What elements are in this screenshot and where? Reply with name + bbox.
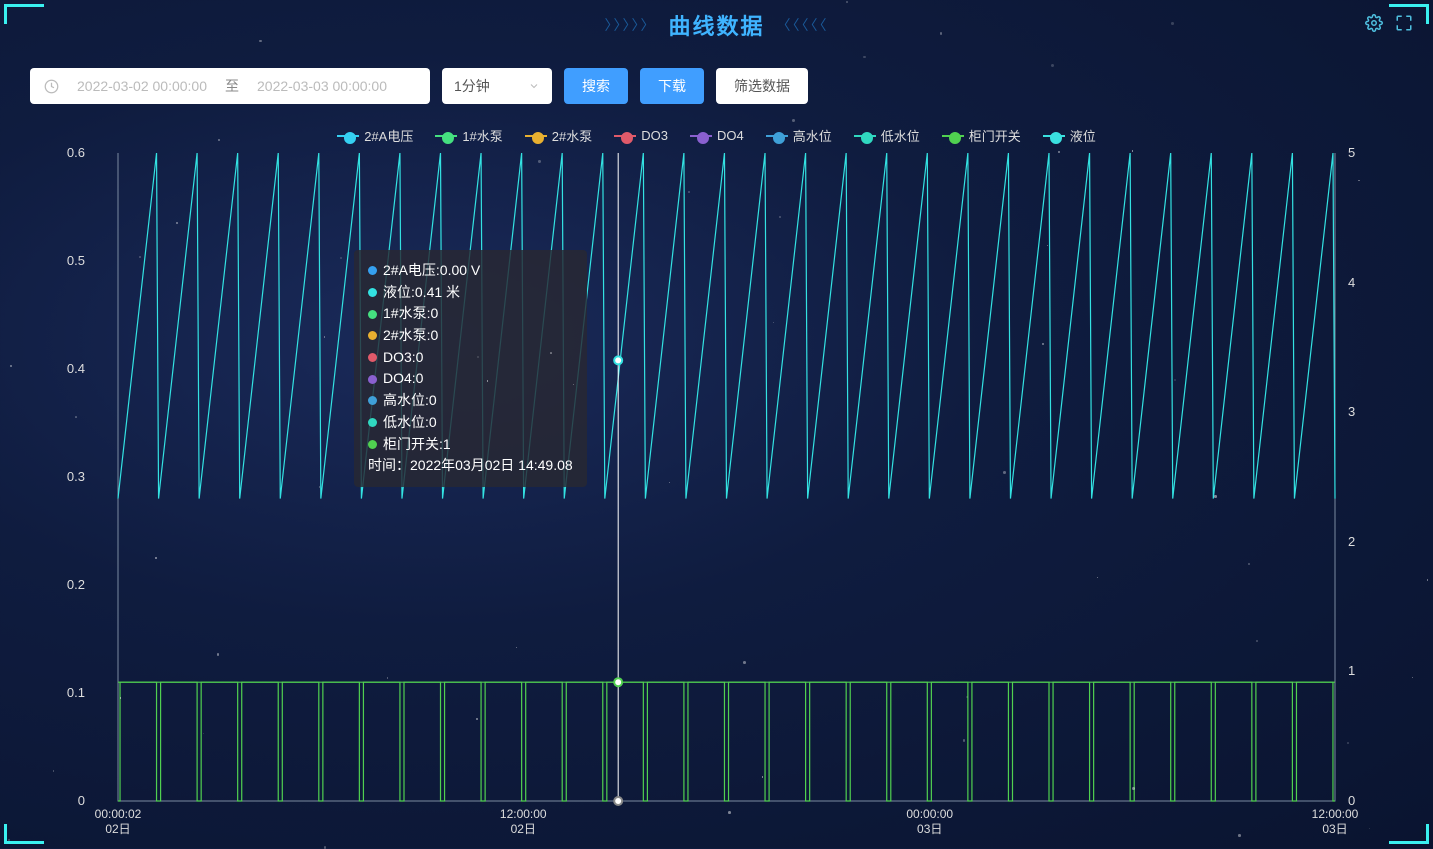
legend-label: 1#水泵 <box>462 126 502 145</box>
legend-item[interactable]: 高水位 <box>766 126 832 145</box>
legend-item[interactable]: 柜门开关 <box>942 126 1021 145</box>
tooltip-row: 低水位:0 <box>368 412 573 434</box>
x-tick: 12:00:0002日 <box>500 807 547 838</box>
tooltip-row: 柜门开关:1 <box>368 434 573 456</box>
interval-select[interactable]: 1分钟 <box>442 68 552 104</box>
legend-item[interactable]: 低水位 <box>854 126 920 145</box>
legend-item[interactable]: 2#水泵 <box>525 126 592 145</box>
date-to: 2022-03-03 00:00:00 <box>257 78 387 94</box>
x-tick: 00:00:0202日 <box>95 807 142 838</box>
legend-item[interactable]: 液位 <box>1043 126 1096 145</box>
filter-button[interactable]: 筛选数据 <box>716 68 808 104</box>
legend-label: DO4 <box>717 128 744 143</box>
x-tick: 12:00:0003日 <box>1312 807 1359 838</box>
legend-item[interactable]: 2#A电压 <box>337 126 413 145</box>
tooltip-row: 2#A电压:0.00 V <box>368 260 573 282</box>
legend-label: 柜门开关 <box>969 126 1021 145</box>
chart-tooltip: 2#A电压:0.00 V液位:0.41 米1#水泵:02#水泵:0DO3:0DO… <box>354 250 587 487</box>
page-header: 〉〉〉〉〉 曲线数据 〈〈〈〈〈 <box>0 0 1433 50</box>
gear-icon[interactable] <box>1365 14 1383 32</box>
legend-label: DO3 <box>641 128 668 143</box>
date-range-picker[interactable]: 2022-03-02 00:00:00 至 2022-03-03 00:00:0… <box>30 68 430 104</box>
page-title: 曲线数据 <box>668 9 764 41</box>
chart-legend: 2#A电压 1#水泵 2#水泵 DO3 DO4 高水位 低水位 柜门开关 液位 <box>30 122 1403 153</box>
toolbar: 2022-03-02 00:00:00 至 2022-03-03 00:00:0… <box>0 50 1433 122</box>
fullscreen-icon[interactable] <box>1395 14 1413 32</box>
legend-label: 2#水泵 <box>552 126 592 145</box>
legend-item[interactable]: DO3 <box>614 126 668 145</box>
tooltip-row: 高水位:0 <box>368 390 573 412</box>
legend-label: 液位 <box>1070 126 1096 145</box>
search-button[interactable]: 搜索 <box>564 68 628 104</box>
chevron-down-icon <box>528 80 540 92</box>
legend-label: 低水位 <box>881 126 920 145</box>
tooltip-row: DO4:0 <box>368 368 573 390</box>
tooltip-row: 1#水泵:0 <box>368 303 573 325</box>
chart-area: 2#A电压 1#水泵 2#水泵 DO3 DO4 高水位 低水位 柜门开关 液位 00.10.20… <box>30 122 1403 832</box>
tooltip-row: 2#水泵:0 <box>368 325 573 347</box>
date-from: 2022-03-02 00:00:00 <box>77 78 207 94</box>
x-tick: 00:00:0003日 <box>906 807 953 838</box>
tooltip-row: DO3:0 <box>368 347 573 369</box>
date-separator: 至 <box>225 76 239 96</box>
legend-label: 2#A电压 <box>364 126 413 145</box>
legend-label: 高水位 <box>793 126 832 145</box>
tooltip-time: 时间：2022年03月02日 14:49.08 <box>368 455 573 477</box>
chart-plot[interactable]: 00.10.20.30.40.50.601234500:00:0202日12:0… <box>30 153 1403 818</box>
tooltip-row: 液位:0.41 米 <box>368 282 573 304</box>
legend-item[interactable]: DO4 <box>690 126 744 145</box>
clock-icon <box>44 79 59 94</box>
title-arrows-right: 〈〈〈〈〈 <box>777 15 829 35</box>
interval-value: 1分钟 <box>454 76 490 96</box>
legend-item[interactable]: 1#水泵 <box>435 126 502 145</box>
download-button[interactable]: 下载 <box>640 68 704 104</box>
title-arrows-left: 〉〉〉〉〉 <box>604 15 656 35</box>
